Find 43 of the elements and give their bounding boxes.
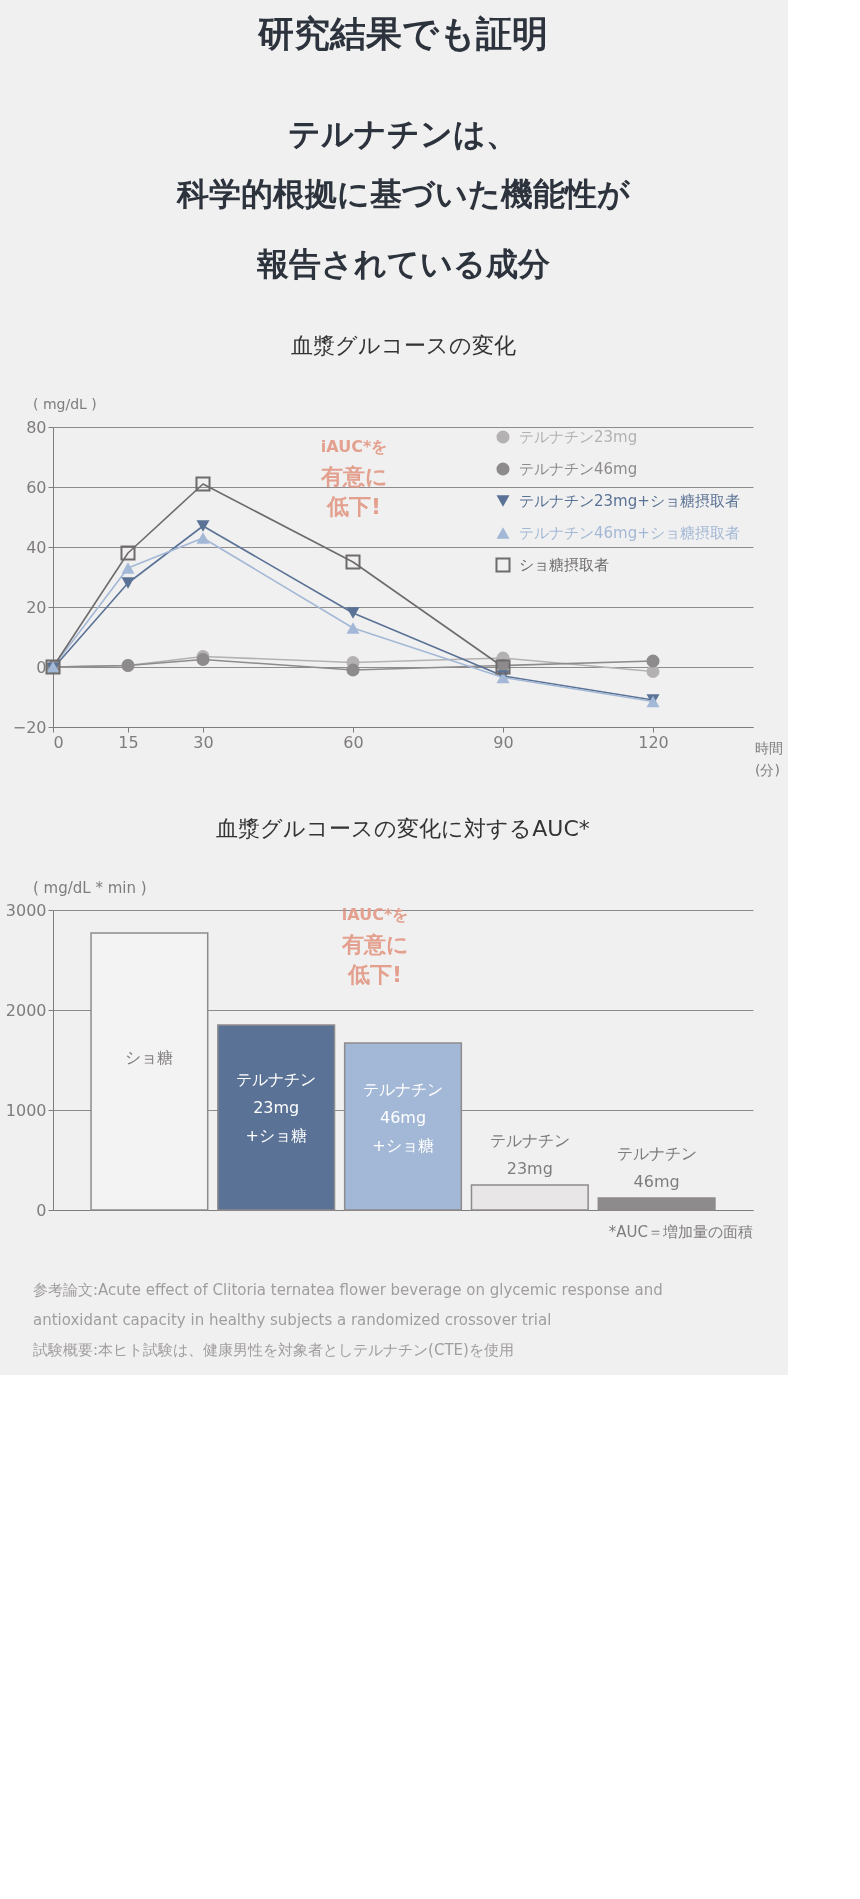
x-tick-label: 15 bbox=[118, 732, 139, 752]
annotation: 有意に bbox=[319, 464, 388, 489]
annotation: iAUC*を bbox=[341, 905, 409, 924]
y-tick-label: 80 bbox=[26, 417, 47, 437]
y-tick-label: −20 bbox=[12, 717, 47, 737]
legend-label: テルナチン46mg bbox=[519, 460, 638, 478]
x-axis-title: 時間 (分) bbox=[755, 740, 783, 778]
text: *AUC＝増加量の面積 bbox=[608, 1223, 753, 1241]
y-tick-label: 2000 bbox=[5, 1000, 47, 1020]
y-tick-label: 3000 bbox=[5, 900, 47, 920]
y-tick-label: 20 bbox=[26, 597, 47, 617]
legend-label: ショ糖摂取者 bbox=[519, 556, 609, 574]
text: 報告されている成分 bbox=[256, 245, 550, 283]
x-tick-label: 30 bbox=[193, 732, 214, 752]
y-tick-label: 60 bbox=[26, 477, 47, 497]
chart-title: 血漿グルコースの変化 bbox=[290, 333, 516, 358]
x-tick-label: 0 bbox=[53, 732, 64, 752]
x-tick-label: ショ糖 bbox=[125, 1047, 174, 1067]
text: 研究結果でも証明 bbox=[257, 13, 548, 54]
text: 科学的根拠に基づいた機能性が bbox=[175, 175, 631, 213]
x-tick-label: テルナチン 46mg +ショ糖 bbox=[363, 1080, 443, 1156]
x-tick-label: テルナチン 23mg bbox=[489, 1131, 570, 1178]
chart-title: 血漿グルコースの変化に対するAUC* bbox=[216, 816, 590, 841]
text: テルナチンは、 bbox=[288, 115, 518, 153]
annotation: 低下! bbox=[325, 494, 382, 519]
y-tick-label: 40 bbox=[26, 537, 47, 557]
legend-label: テルナチン23mg+ショ糖摂取者 bbox=[519, 492, 740, 510]
x-tick-label: 120 bbox=[638, 732, 669, 752]
annotation: 有意に bbox=[340, 932, 409, 957]
y-tick-label: 0 bbox=[36, 1200, 47, 1220]
legend-label: テルナチン46mg+ショ糖摂取者 bbox=[519, 524, 740, 542]
x-tick-label: テルナチン 23mg +ショ糖 bbox=[236, 1070, 317, 1146]
y-axis-title: ( mg/dL ) bbox=[33, 396, 97, 412]
annotation: iAUC*を bbox=[320, 437, 388, 456]
x-tick-label: 90 bbox=[493, 732, 514, 752]
y-axis-title: ( mg/dL * min ) bbox=[33, 879, 147, 897]
y-tick-label: 1000 bbox=[5, 1100, 47, 1120]
x-tick-label: 60 bbox=[343, 732, 364, 752]
annotation: 低下! bbox=[346, 962, 403, 987]
legend-label: テルナチン23mg bbox=[519, 428, 638, 446]
text: 参考論文:Acute effect of Clitoria ternatea flower beverage on glycemic response and antioxidant capacity in healthy subjects a randomized crossover trial bbox=[33, 1281, 663, 1329]
x-tick-label: テルナチン 46mg bbox=[616, 1144, 697, 1191]
text: 試験概要:本ヒト試験は、健康男性を対象者としテルナチン(CTE)を使用 bbox=[33, 1341, 514, 1359]
